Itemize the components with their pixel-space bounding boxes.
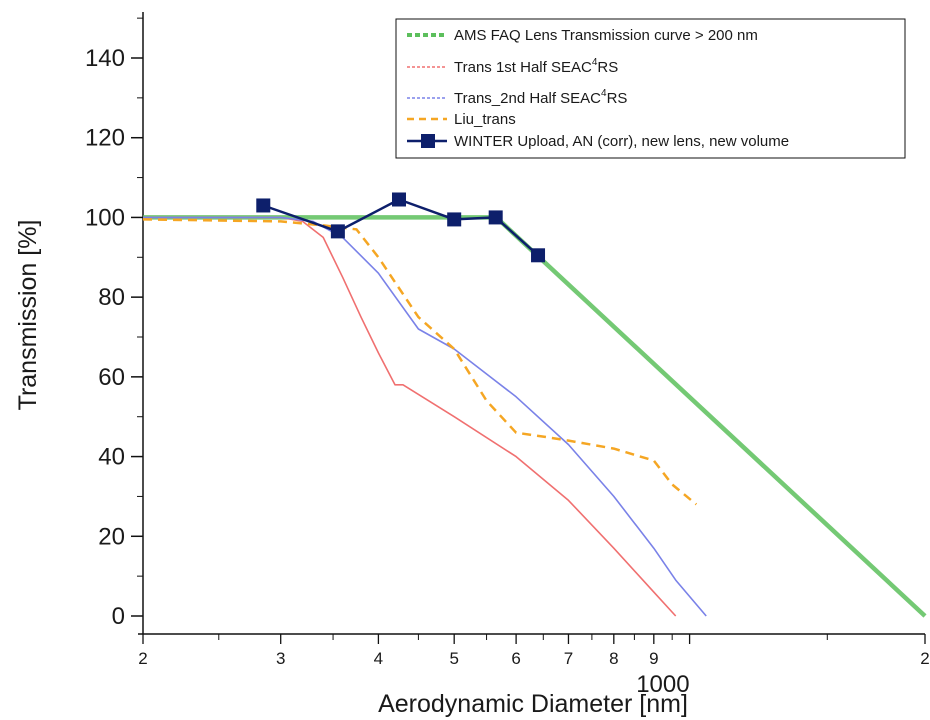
y-tick-label: 100 [85, 204, 125, 231]
legend-marker [421, 134, 435, 148]
legend-label-1: AMS FAQ Lens Transmission curve > 200 nm [454, 27, 758, 44]
series-line-5 [262, 198, 539, 257]
data-point-marker [531, 248, 546, 263]
y-tick-label: 60 [98, 364, 125, 391]
x-tick-label: 4 [374, 649, 383, 668]
legend: AMS FAQ Lens Transmission curve > 200 nm… [395, 18, 906, 159]
x-tick-label: 6 [511, 649, 520, 668]
y-axis-title: Transmission [%] [14, 220, 42, 411]
x-axis-title: Aerodynamic Diameter [nm] [378, 690, 688, 718]
series-line-4 [142, 218, 698, 506]
data-point-marker [256, 198, 271, 213]
y-tick-label: 40 [98, 444, 125, 471]
x-tick-label: 1000 [636, 671, 689, 698]
data-point-marker [391, 192, 406, 207]
legend-label-2: Trans 1st Half SEAC4RS [454, 57, 618, 76]
x-tick-label: 2 [138, 649, 147, 668]
y-tick-label: 140 [85, 45, 125, 72]
series-line-2 [143, 216, 677, 617]
x-tick-label: 8 [609, 649, 618, 668]
x-axis-ticks: 2 3 4 5 6 7 8 9 1000 2 [138, 634, 930, 698]
y-tick-label: 20 [98, 523, 125, 550]
legend-label-4: Liu_trans [454, 111, 516, 128]
legend-label-5: WINTER Upload, AN (corr), new lens, new … [454, 133, 789, 150]
y-tick-label: 120 [85, 125, 125, 152]
legend-label-3: Trans_2nd Half SEAC4RS [454, 88, 627, 107]
data-point-marker [488, 210, 503, 225]
series-line-1 [143, 215, 927, 618]
y-axis-ticks: 0 20 40 60 80 100 120 140 [85, 17, 143, 630]
x-tick-label: 3 [276, 649, 285, 668]
x-tick-label: 5 [449, 649, 458, 668]
series-line-3 [143, 216, 707, 617]
y-tick-label: 0 [112, 603, 125, 630]
data-point-marker [447, 212, 462, 227]
axes [138, 12, 925, 635]
x-tick-label: 7 [564, 649, 573, 668]
x-tick-label: 9 [649, 649, 658, 668]
legend-box [395, 18, 906, 159]
plot-area [142, 192, 927, 618]
x-tick-label: 2 [920, 649, 929, 668]
y-tick-label: 80 [98, 284, 125, 311]
data-point-marker [330, 224, 345, 239]
